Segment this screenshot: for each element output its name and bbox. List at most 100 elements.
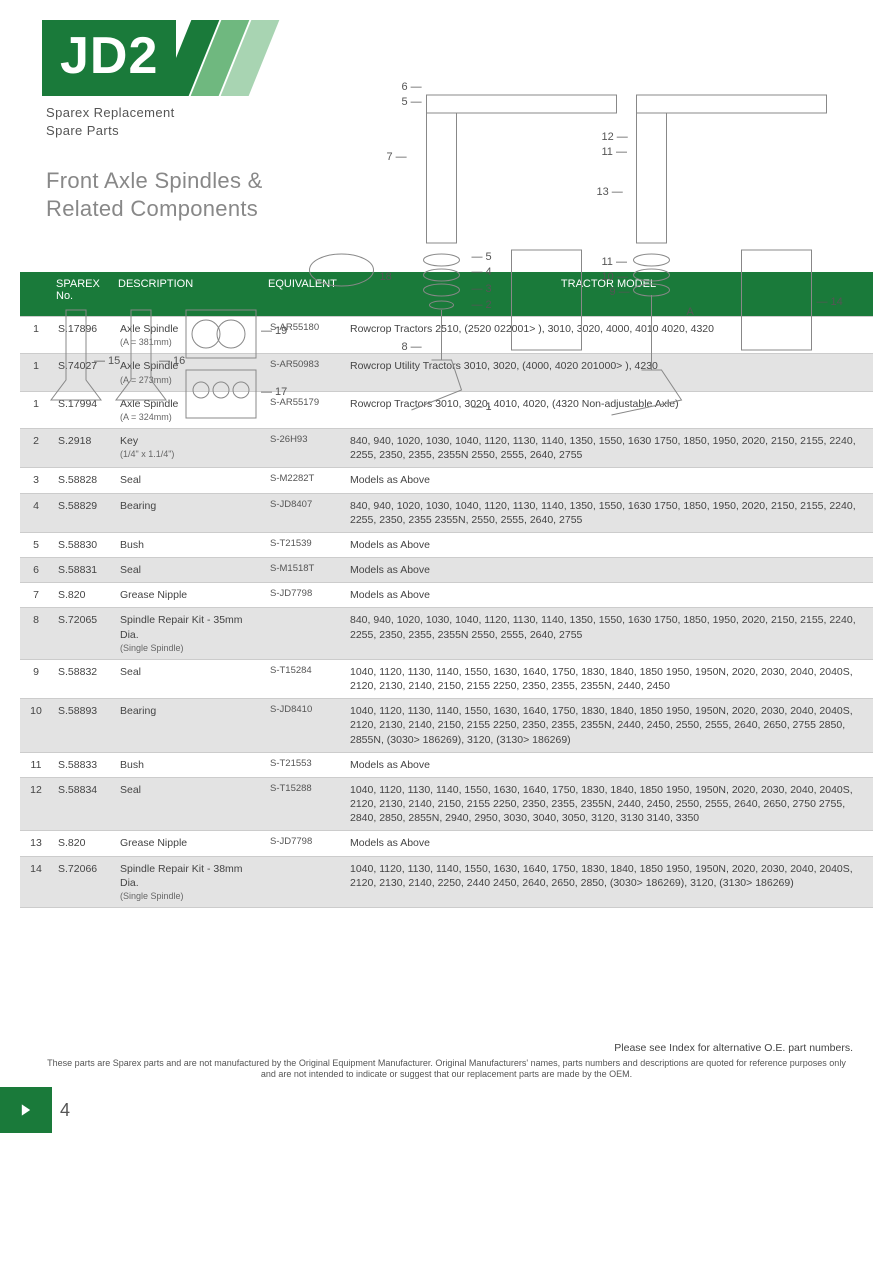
cell-index: 14	[20, 856, 52, 907]
cell-sparex: S.58893	[52, 699, 114, 753]
cell-equivalent: S-T21553	[264, 752, 344, 777]
svg-text:— 5: — 5	[472, 251, 492, 263]
svg-text:18: 18	[380, 271, 392, 283]
cell-description: Spindle Repair Kit - 38mm Dia.(Single Sp…	[114, 856, 264, 907]
table-row: 13S.820Grease NippleS-JD7798Models as Ab…	[20, 831, 873, 856]
cell-index: 8	[20, 608, 52, 659]
svg-text:— 14: — 14	[817, 296, 843, 308]
cell-model: 840, 940, 1020, 1030, 1040, 1120, 1130, …	[344, 493, 873, 532]
cell-sparex: S.58829	[52, 493, 114, 532]
page-tab	[0, 1087, 52, 1133]
cell-sparex: S.58828	[52, 468, 114, 493]
cell-equivalent: S-M2282T	[264, 468, 344, 493]
svg-text:— 4: — 4	[472, 266, 492, 278]
table-row: 12S.58834SealS-T152881040, 1120, 1130, 1…	[20, 777, 873, 831]
table-row: 9S.58832SealS-T152841040, 1120, 1130, 11…	[20, 659, 873, 698]
cell-sparex: S.58830	[52, 532, 114, 557]
svg-text:— 17: — 17	[261, 386, 287, 398]
cell-model: 1040, 1120, 1130, 1140, 1550, 1630, 1640…	[344, 856, 873, 907]
table-row: 4S.58829BearingS-JD8407840, 940, 1020, 1…	[20, 493, 873, 532]
cell-model: Models as Above	[344, 831, 873, 856]
banner-slashes	[174, 20, 264, 96]
banner-code: JD2	[42, 20, 176, 96]
cell-model: Models as Above	[344, 532, 873, 557]
svg-text:— 2: — 2	[472, 299, 492, 311]
svg-text:11 —: 11 —	[602, 146, 627, 158]
cell-index: 5	[20, 532, 52, 557]
svg-text:6 —: 6 —	[402, 81, 422, 93]
footer-disclaimer: These parts are Sparex parts and are not…	[40, 1058, 853, 1081]
cell-index: 13	[20, 831, 52, 856]
svg-text:8 —: 8 —	[402, 341, 422, 353]
cell-sparex: S.72066	[52, 856, 114, 907]
cell-sparex: S.58832	[52, 659, 114, 698]
cell-model: 1040, 1120, 1130, 1140, 1550, 1630, 1640…	[344, 659, 873, 698]
cell-equivalent: S-T21539	[264, 532, 344, 557]
cell-equivalent: S-JD7798	[264, 831, 344, 856]
cell-description: Seal	[114, 558, 264, 583]
cell-sparex: S.58831	[52, 558, 114, 583]
cell-sparex: S.820	[52, 831, 114, 856]
cell-index: 3	[20, 468, 52, 493]
cell-model: 840, 940, 1020, 1030, 1040, 1120, 1130, …	[344, 608, 873, 659]
cell-model: 1040, 1120, 1130, 1140, 1550, 1630, 1640…	[344, 777, 873, 831]
svg-text:7 —: 7 —	[387, 151, 407, 163]
table-row: 7S.820Grease NippleS-JD7798Models as Abo…	[20, 583, 873, 608]
parts-diagram: 6 — 5 — 7 — 18 — 5 — 4 — 3 — 2 8 — — 1 1…	[300, 60, 863, 440]
cell-sparex: S.820	[52, 583, 114, 608]
cell-index: 10	[20, 699, 52, 753]
svg-text:— 3: — 3	[472, 283, 492, 295]
footer-note: Please see Index for alternative O.E. pa…	[40, 1042, 853, 1054]
page-number: 4	[60, 1100, 70, 1121]
cell-description: Bush	[114, 532, 264, 557]
svg-text:12 —: 12 —	[602, 131, 628, 143]
cell-description: Seal	[114, 659, 264, 698]
cell-sparex: S.72065	[52, 608, 114, 659]
cell-index: 12	[20, 777, 52, 831]
cell-model: Models as Above	[344, 468, 873, 493]
svg-text:— 16: — 16	[159, 355, 185, 367]
cell-index: 11	[20, 752, 52, 777]
cell-index: 7	[20, 583, 52, 608]
cell-description: Grease Nipple	[114, 583, 264, 608]
cell-model: Models as Above	[344, 583, 873, 608]
svg-text:— 1: — 1	[472, 401, 492, 413]
cell-description: Bearing	[114, 699, 264, 753]
cell-index: 6	[20, 558, 52, 583]
table-row: 14S.72066Spindle Repair Kit - 38mm Dia.(…	[20, 856, 873, 907]
cell-equivalent: S-T15284	[264, 659, 344, 698]
cell-equivalent	[264, 856, 344, 907]
svg-text:13 —: 13 —	[597, 186, 623, 198]
cell-equivalent: S-T15288	[264, 777, 344, 831]
table-row: 3S.58828SealS-M2282TModels as Above	[20, 468, 873, 493]
cell-model: 1040, 1120, 1130, 1140, 1550, 1630, 1640…	[344, 699, 873, 753]
cell-description: Grease Nipple	[114, 831, 264, 856]
svg-text:5 —: 5 —	[402, 96, 422, 108]
cell-model: Models as Above	[344, 558, 873, 583]
cell-equivalent: S-JD8407	[264, 493, 344, 532]
svg-text:A: A	[687, 306, 695, 318]
table-row: 10S.58893BearingS-JD84101040, 1120, 1130…	[20, 699, 873, 753]
svg-text:— 19: — 19	[261, 325, 287, 337]
cell-description: Spindle Repair Kit - 35mm Dia.(Single Sp…	[114, 608, 264, 659]
table-row: 8S.72065Spindle Repair Kit - 35mm Dia.(S…	[20, 608, 873, 659]
cell-description: Bearing	[114, 493, 264, 532]
cell-equivalent	[264, 608, 344, 659]
cell-equivalent: S-JD7798	[264, 583, 344, 608]
cell-index: 4	[20, 493, 52, 532]
aux-diagram: — 15 — 16 — 19 — 17	[46, 300, 296, 450]
cell-sparex: S.58833	[52, 752, 114, 777]
cell-description: Seal	[114, 468, 264, 493]
cell-sparex: S.58834	[52, 777, 114, 831]
svg-text:9 —: 9 —	[610, 286, 630, 298]
cell-equivalent: S-JD8410	[264, 699, 344, 753]
table-row: 6S.58831SealS-M1518TModels as Above	[20, 558, 873, 583]
table-row: 11S.58833BushS-T21553Models as Above	[20, 752, 873, 777]
cell-description: Bush	[114, 752, 264, 777]
cell-description: Seal	[114, 777, 264, 831]
cell-index: 9	[20, 659, 52, 698]
table-row: 5S.58830BushS-T21539Models as Above	[20, 532, 873, 557]
cell-equivalent: S-M1518T	[264, 558, 344, 583]
svg-text:10 —: 10 —	[602, 271, 628, 283]
cell-model: Models as Above	[344, 752, 873, 777]
